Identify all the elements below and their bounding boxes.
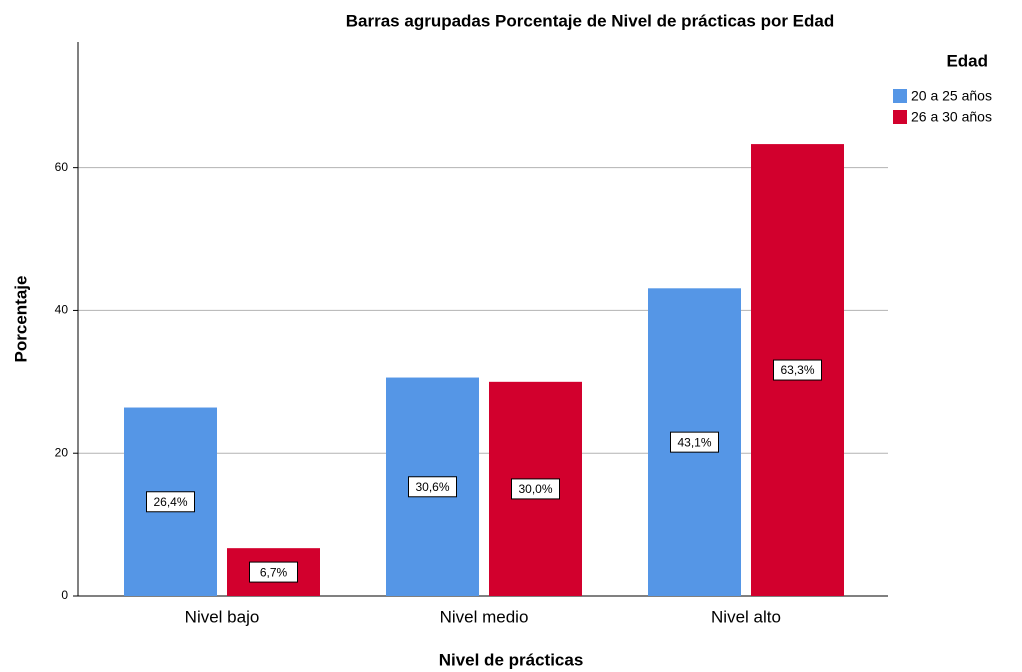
legend-swatch	[893, 89, 907, 103]
value-label-box	[249, 561, 298, 583]
y-axis-title: Porcentaje	[11, 276, 30, 363]
legend-label: 26 a 30 años	[911, 109, 992, 125]
chart-title: Barras agrupadas Porcentaje de Nivel de …	[346, 11, 834, 30]
value-label: 6,7%	[260, 565, 288, 579]
x-tick-label: Nivel bajo	[185, 607, 260, 626]
value-label: 63,3%	[780, 363, 814, 377]
y-tick-label: 40	[55, 303, 69, 317]
value-label: 30,0%	[518, 482, 552, 496]
value-label-box	[670, 431, 719, 453]
value-label-box	[511, 478, 560, 500]
value-label: 30,6%	[415, 480, 449, 494]
x-axis-title: Nivel de prácticas	[439, 650, 584, 669]
value-label-box	[408, 476, 457, 498]
value-label: 43,1%	[677, 435, 711, 449]
value-label: 26,4%	[153, 495, 187, 509]
x-tick-label: Nivel alto	[711, 607, 781, 626]
y-tick-label: 60	[55, 160, 69, 174]
x-tick-label: Nivel medio	[440, 607, 529, 626]
value-label-box	[773, 359, 822, 381]
y-tick-label: 0	[61, 588, 68, 602]
legend-title: Edad	[946, 51, 988, 70]
legend-label: 20 a 25 años	[911, 88, 992, 104]
value-label-box	[146, 491, 195, 513]
y-tick-label: 20	[55, 445, 69, 459]
legend-swatch	[893, 110, 907, 124]
